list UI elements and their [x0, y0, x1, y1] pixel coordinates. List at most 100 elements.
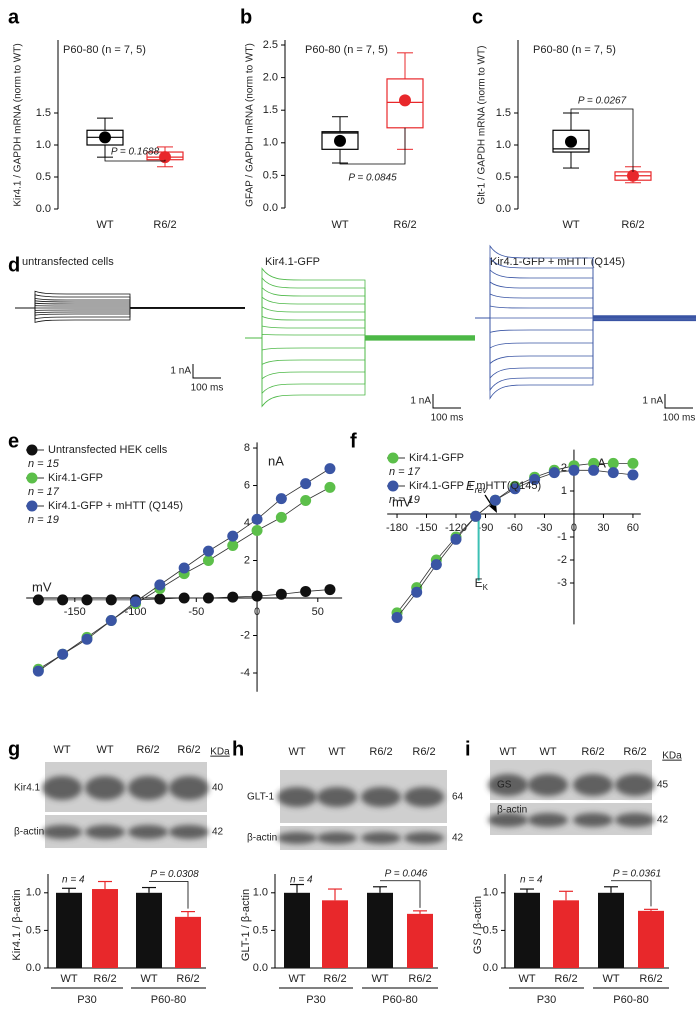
x-tick-label: R6/2	[639, 973, 662, 985]
blot-band	[317, 832, 357, 844]
mean	[99, 131, 111, 144]
annotation: P60-80 (n = 7, 5)	[533, 44, 616, 56]
data-point	[509, 483, 521, 495]
data-point	[529, 474, 541, 485]
y-tick-label: 0.0	[496, 203, 511, 215]
current-trace	[15, 305, 245, 309]
y-tick-label: 1.0	[483, 887, 498, 899]
group-label: P60-80	[613, 994, 648, 1006]
x-tick-label: R6/2	[393, 219, 416, 231]
data-point	[324, 463, 336, 475]
blot-band	[128, 776, 168, 800]
y-tick-label: 0.5	[263, 169, 278, 181]
lane-label: R6/2	[623, 746, 646, 758]
x-tick-label: -50	[188, 606, 204, 618]
blot-band	[404, 832, 444, 844]
scale-time: 100 ms	[431, 413, 464, 424]
lane-label: R6/2	[412, 746, 435, 758]
blot-band	[169, 776, 209, 800]
significance-bracket	[104, 145, 166, 162]
kda-label: 42	[452, 833, 464, 844]
row-label: GS	[497, 780, 512, 791]
data-point	[324, 481, 336, 493]
current-trace	[475, 317, 696, 349]
data-point	[411, 586, 423, 598]
n-label: n = 4	[520, 875, 543, 886]
y-tick-label: 1.5	[263, 104, 278, 116]
x-tick-label: WT	[60, 973, 77, 985]
lane-label: WT	[539, 746, 556, 758]
data-point	[251, 525, 263, 537]
x-tick-label: -150	[416, 522, 438, 534]
data-point	[154, 593, 166, 605]
lane-label: WT	[53, 744, 70, 756]
panel-letter: g	[8, 738, 20, 760]
data-point	[489, 494, 501, 506]
legend-label: Kir4.1-GFP + mHTT (Q145)	[48, 500, 183, 512]
current-trace	[245, 333, 475, 339]
legend-label: Untransfected HEK cells	[48, 444, 168, 456]
panel-letter: f	[350, 430, 357, 452]
data-point	[275, 493, 287, 505]
group-label: P60-80	[382, 994, 417, 1006]
y-axis-label: GFAP / GAPDH mRNA (norm to WT)	[245, 43, 256, 207]
panel-letter: d	[8, 254, 20, 276]
current-trace	[475, 317, 696, 365]
y-tick-label: 6	[244, 479, 250, 491]
current-trace	[475, 317, 696, 400]
blot-band	[85, 776, 125, 800]
x-axis-label: mV	[392, 494, 412, 509]
data-point	[275, 588, 287, 600]
y-axis-label: Kir4.1 / GAPDH mRNA (norm to WT)	[13, 43, 24, 206]
kda-label: 64	[452, 792, 464, 803]
x-tick-label: WT	[518, 973, 535, 985]
blot-band	[573, 813, 613, 827]
current-trace	[15, 297, 245, 309]
x-tick-label: R6/2	[93, 973, 116, 985]
legend-n: n = 19	[389, 494, 420, 506]
data-point	[430, 559, 442, 571]
y-tick-label: 1.5	[36, 107, 51, 119]
current-trace	[245, 337, 475, 366]
blot-band	[277, 787, 317, 807]
significance-bracket	[339, 127, 406, 165]
data-point	[81, 633, 93, 645]
data-point	[607, 467, 619, 479]
y-tick-label: -4	[240, 667, 250, 679]
y-axis-label: Kir4.1 / β-actin	[11, 889, 23, 960]
current-trace	[475, 281, 696, 319]
data-point	[275, 511, 287, 523]
x-tick-label: -90	[478, 522, 494, 534]
data-point	[154, 579, 166, 591]
lane-label: R6/2	[581, 746, 604, 758]
current-trace	[245, 267, 475, 339]
data-point	[227, 591, 239, 603]
data-point	[324, 584, 336, 596]
current-trace	[245, 337, 475, 408]
blot-band	[488, 774, 528, 796]
blot-band	[488, 813, 528, 827]
p-value: P = 0.0308	[150, 869, 199, 880]
kda-label: 40	[212, 783, 224, 794]
n-label: n = 4	[62, 875, 85, 886]
data-point	[251, 590, 263, 602]
panel-letter: e	[8, 430, 19, 452]
bar	[367, 892, 393, 968]
annotation-main: E	[466, 478, 475, 493]
current-trace	[245, 296, 475, 339]
p-value: P = 0.0267	[578, 96, 627, 107]
data-point	[568, 464, 580, 476]
x-tick-label: R6/2	[408, 973, 431, 985]
scale-current: 1 nA	[642, 396, 663, 407]
legend-n: n = 17	[389, 466, 421, 478]
current-trace	[245, 337, 475, 395]
blot-band	[615, 774, 655, 796]
current-trace	[475, 269, 696, 319]
current-trace	[475, 244, 696, 319]
row-label: β-actin	[497, 805, 527, 816]
legend-n: n = 17	[28, 486, 60, 498]
y-tick-label: 0.5	[36, 171, 51, 183]
y-tick-label: 1.0	[36, 139, 51, 151]
scale-current: 1 nA	[410, 396, 431, 407]
data-point	[105, 594, 117, 606]
